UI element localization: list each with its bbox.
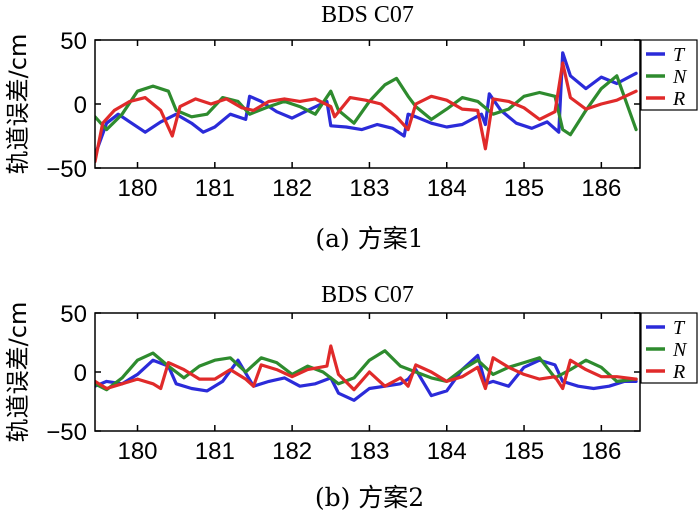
- plot-area-a: [95, 51, 638, 164]
- plot-area-b: [95, 344, 638, 402]
- x-tick-label-b: 180: [117, 438, 157, 465]
- y-axis-label-a: 轨道误差/cm: [4, 34, 32, 175]
- series-line-r-b: [95, 344, 638, 392]
- series-line-r-a: [95, 61, 638, 164]
- chart-panel-b: BDS C07 180 181 182 183 184 185 186 50 0 −50 轨道误差/c…: [4, 282, 698, 512]
- series-line-t-b: [95, 353, 638, 402]
- y-tick-label-a: 50: [60, 28, 87, 55]
- chart-title-a: BDS C07: [321, 2, 414, 28]
- x-tick-label-b: 185: [504, 438, 544, 465]
- x-tick-label-a: 183: [349, 175, 389, 202]
- x-tick-label-a: 182: [272, 175, 312, 202]
- x-tick-label-b: 182: [272, 438, 312, 465]
- y-tick-label-b: −50: [46, 419, 87, 446]
- legend-label-r-b: R: [672, 361, 685, 383]
- x-tick-label-b: 183: [349, 438, 389, 465]
- chart-panel-a: BDS C07 180 181 182 183 184 185 186 50 0 −50 轨道误差/c…: [4, 2, 698, 253]
- series-line-t-a: [95, 51, 638, 157]
- x-tick-label-a: 186: [581, 175, 621, 202]
- x-tick-label-b: 181: [195, 438, 235, 465]
- legend-label-n-b: N: [672, 339, 688, 361]
- y-tick-label-b: 50: [60, 301, 87, 328]
- chart-title-b: BDS C07: [321, 282, 414, 308]
- legend-label-r-a: R: [672, 88, 685, 110]
- series-line-n-a: [95, 74, 638, 137]
- legend-label-t-b: T: [673, 317, 686, 339]
- x-tick-label-b: 186: [581, 438, 621, 465]
- x-tick-label-a: 185: [504, 175, 544, 202]
- y-tick-label-b: 0: [74, 360, 87, 387]
- x-tick-label-a: 180: [117, 175, 157, 202]
- y-tick-label-a: −50: [46, 156, 87, 183]
- legend-b: TNR: [640, 312, 698, 384]
- x-tick-label-b: 184: [427, 438, 467, 465]
- y-axis-label-b: 轨道误差/cm: [4, 302, 32, 443]
- x-tick-label-a: 181: [195, 175, 235, 202]
- panel-caption-a: (a) 方案1: [315, 224, 423, 253]
- x-tick-label-a: 184: [427, 175, 467, 202]
- y-tick-label-a: 0: [74, 92, 87, 119]
- legend-a: TNR: [640, 39, 698, 111]
- panel-caption-b: (b) 方案2: [315, 483, 424, 512]
- legend-label-t-a: T: [673, 44, 686, 66]
- legend-label-n-a: N: [672, 66, 688, 88]
- series-line-n-b: [95, 349, 638, 392]
